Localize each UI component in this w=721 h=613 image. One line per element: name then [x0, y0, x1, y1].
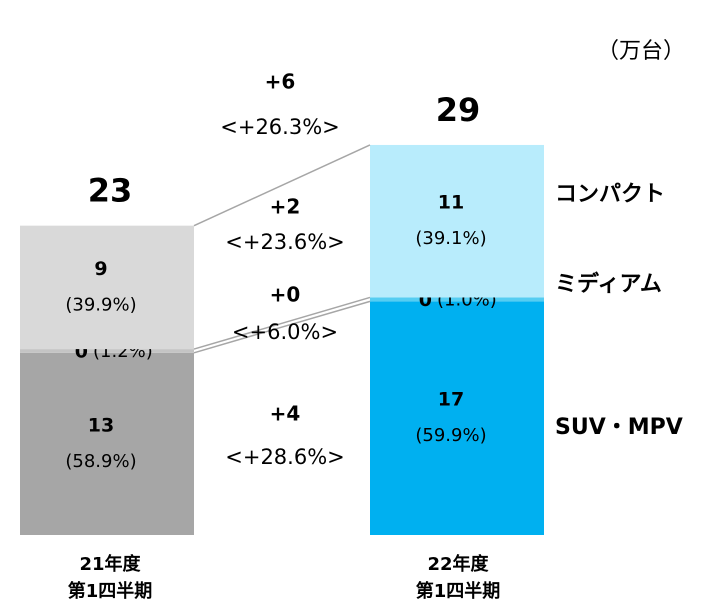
x-tick-label: 21年度	[79, 553, 141, 575]
delta-label: +0	[270, 283, 301, 307]
connector	[193, 296, 371, 350]
delta-pct-label: <+23.6%>	[225, 230, 345, 254]
segment-value: 11	[438, 192, 464, 214]
delta-pct-label: <+28.6%>	[225, 445, 345, 469]
bar-segment	[20, 349, 194, 353]
bar-segment	[20, 225, 194, 350]
x-tick-label: 第1四半期	[416, 580, 501, 602]
legend-label: SUV・MPV	[555, 415, 683, 440]
segment-share: (39.9%)	[65, 294, 136, 315]
connector	[193, 144, 371, 227]
total-delta-label: +6	[265, 70, 296, 94]
bar-segment	[370, 297, 544, 302]
x-tick-label: 第1四半期	[68, 580, 153, 602]
segment-share: (58.9%)	[65, 451, 136, 472]
delta-label: +2	[270, 195, 301, 219]
unit-label: （万台）	[597, 39, 685, 64]
bar-segment	[370, 144, 544, 298]
segment-share: (39.1%)	[415, 228, 486, 249]
delta-pct-label: <+6.0%>	[232, 320, 338, 344]
bar-segment	[20, 352, 194, 535]
bar-segment	[370, 301, 544, 535]
total-delta-pct-label: <+26.3%>	[220, 115, 340, 139]
total-label: 29	[436, 91, 481, 129]
connector	[193, 300, 371, 354]
legend-label: コンパクト	[555, 182, 665, 207]
legend-label: ミディアム	[555, 271, 662, 297]
segment-value: 13	[88, 414, 114, 436]
segment-value: 9	[94, 258, 107, 280]
x-tick-label: 22年度	[427, 553, 489, 575]
segment-value: 17	[438, 389, 464, 411]
total-label: 23	[88, 172, 133, 210]
delta-label: +4	[270, 402, 301, 426]
segment-share: (59.9%)	[415, 425, 486, 446]
